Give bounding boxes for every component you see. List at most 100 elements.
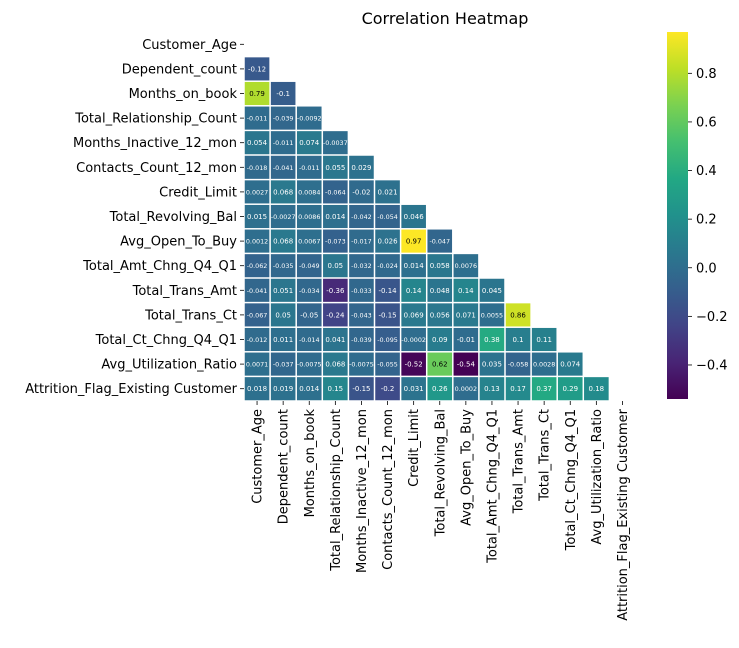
y-tick-label: Total_Ct_Chng_Q4_Q1 bbox=[95, 333, 237, 348]
x-tick-label: Total_Trans_Ct bbox=[538, 409, 553, 502]
heatmap-cell bbox=[296, 278, 322, 302]
heatmap-cell-label: -0.0027 bbox=[271, 213, 296, 221]
colorbar-tick-label: 0.0 bbox=[696, 261, 717, 276]
heatmap-cell-label: 0.068 bbox=[273, 188, 293, 196]
colorbar-tick-label: −0.4 bbox=[696, 358, 728, 373]
heatmap-cell bbox=[401, 377, 426, 401]
heatmap-cell-label: 0.021 bbox=[378, 188, 398, 196]
heatmap-cell bbox=[270, 229, 296, 253]
heatmap-cell-label: 0.031 bbox=[404, 385, 424, 393]
heatmap-cell bbox=[296, 204, 322, 229]
heatmap-cell bbox=[349, 327, 374, 352]
heatmap-cell bbox=[453, 303, 479, 327]
heatmap-cell-label: -0.064 bbox=[325, 188, 346, 196]
heatmap-cell-label: 0.15 bbox=[328, 385, 344, 393]
heatmap-cell bbox=[375, 204, 400, 229]
heatmap-cell bbox=[323, 377, 348, 401]
heatmap-cell-label: 0.05 bbox=[328, 262, 344, 270]
heatmap-cell bbox=[323, 155, 348, 179]
heatmap-cell bbox=[270, 180, 296, 204]
heatmap-cell-label: -0.035 bbox=[273, 262, 294, 270]
heatmap-cell bbox=[296, 327, 322, 352]
heatmap-cell-label: 0.068 bbox=[325, 361, 345, 369]
y-tick-label: Contacts_Count_12_mon bbox=[76, 161, 237, 176]
heatmap-cell-label: 0.014 bbox=[299, 385, 320, 393]
heatmap-cell-label: -0.011 bbox=[247, 115, 268, 123]
heatmap-cell bbox=[244, 327, 270, 352]
heatmap-cell-label: -0.12 bbox=[248, 65, 266, 73]
heatmap-cell bbox=[296, 377, 322, 401]
heatmap-cell bbox=[375, 303, 400, 327]
heatmap-cell-label: 0.019 bbox=[273, 385, 293, 393]
y-tick-label: Total_Revolving_Bal bbox=[109, 210, 237, 225]
x-tick-label: Contacts_Count_12_mon bbox=[381, 409, 396, 570]
colorbar-tick-label: 0.4 bbox=[696, 164, 717, 179]
heatmap-cell bbox=[453, 254, 479, 278]
heatmap-cell bbox=[349, 352, 374, 376]
heatmap-cell bbox=[453, 377, 479, 401]
heatmap-cell-label: -0.014 bbox=[299, 336, 320, 344]
heatmap-cell bbox=[479, 278, 505, 302]
heatmap-cell-label: -0.041 bbox=[247, 287, 268, 295]
heatmap-cell bbox=[531, 377, 557, 401]
heatmap-cell bbox=[323, 303, 348, 327]
heatmap-cell bbox=[453, 278, 479, 302]
x-tick-label: Credit_Limit bbox=[407, 409, 422, 487]
heatmap-cell bbox=[401, 278, 426, 302]
heatmap-cell bbox=[270, 377, 296, 401]
heatmap-cell bbox=[323, 254, 348, 278]
heatmap-cell-label: 0.048 bbox=[430, 287, 450, 295]
heatmap-cell-label: 0.0071 bbox=[246, 361, 268, 369]
heatmap-cell bbox=[270, 278, 296, 302]
heatmap-cell-label: -0.15 bbox=[378, 311, 396, 319]
heatmap-cell bbox=[531, 327, 557, 352]
heatmap-cell-label: 0.071 bbox=[456, 311, 476, 319]
heatmap-cell-label: -0.032 bbox=[351, 262, 372, 270]
heatmap-cell-label: 0.14 bbox=[458, 287, 474, 295]
heatmap-cell bbox=[244, 352, 270, 376]
heatmap-cell bbox=[584, 377, 609, 401]
heatmap-cell-label: 0.97 bbox=[406, 238, 422, 246]
x-tick-label: Total_Relationship_Count bbox=[329, 409, 344, 572]
heatmap-cell bbox=[375, 229, 400, 253]
heatmap-cell-label: -0.095 bbox=[377, 336, 398, 344]
heatmap-cell bbox=[296, 180, 322, 204]
heatmap-cell-label: -0.1 bbox=[276, 90, 290, 98]
heatmap-cell-label: 0.014 bbox=[404, 262, 425, 270]
heatmap-cell bbox=[453, 327, 479, 352]
heatmap-cell-label: 0.056 bbox=[430, 311, 451, 319]
heatmap-cell-label: -0.0092 bbox=[297, 115, 322, 123]
heatmap-cell bbox=[375, 278, 400, 302]
heatmap-cell-label: 0.0084 bbox=[298, 188, 320, 196]
heatmap-cell bbox=[427, 278, 453, 302]
heatmap-cell-label: -0.14 bbox=[378, 287, 397, 295]
x-tick-label: Dependent_count bbox=[277, 409, 292, 524]
heatmap-cell-label: -0.52 bbox=[405, 361, 423, 369]
heatmap-cell-label: -0.15 bbox=[352, 385, 370, 393]
heatmap-cell-label: 0.041 bbox=[325, 336, 345, 344]
heatmap-cell bbox=[270, 204, 296, 229]
heatmap-cell bbox=[244, 180, 270, 204]
heatmap-cell bbox=[270, 254, 296, 278]
heatmap-cell-label: -0.058 bbox=[508, 361, 529, 369]
x-tick-label: Avg_Open_To_Buy bbox=[459, 409, 474, 526]
heatmap-cell bbox=[375, 254, 400, 278]
heatmap-cell-label: 0.0067 bbox=[298, 238, 320, 246]
heatmap-cell-label: -0.24 bbox=[326, 311, 345, 319]
heatmap-cell-label: -0.011 bbox=[273, 139, 294, 147]
heatmap-cell-label: 0.17 bbox=[510, 385, 526, 393]
heatmap-cell-label: 0.0086 bbox=[298, 213, 320, 221]
heatmap-cell bbox=[401, 327, 426, 352]
heatmap-cell-label: 0.11 bbox=[536, 336, 552, 344]
heatmap-cell-label: 0.015 bbox=[247, 213, 267, 221]
heatmap-cell bbox=[349, 254, 374, 278]
heatmap-cell-label: -0.047 bbox=[429, 238, 450, 246]
y-tick-label: Months_on_book bbox=[129, 87, 238, 102]
heatmap-cell-label: 0.045 bbox=[482, 287, 502, 295]
heatmap-cell bbox=[401, 204, 426, 229]
heatmap-cell-label: 0.13 bbox=[484, 385, 500, 393]
heatmap-cell-label: -0.018 bbox=[247, 164, 268, 172]
heatmap-cell bbox=[323, 229, 348, 253]
heatmap-cell-label: 0.37 bbox=[536, 385, 552, 393]
heatmap-cell-label: 0.0076 bbox=[455, 262, 477, 270]
